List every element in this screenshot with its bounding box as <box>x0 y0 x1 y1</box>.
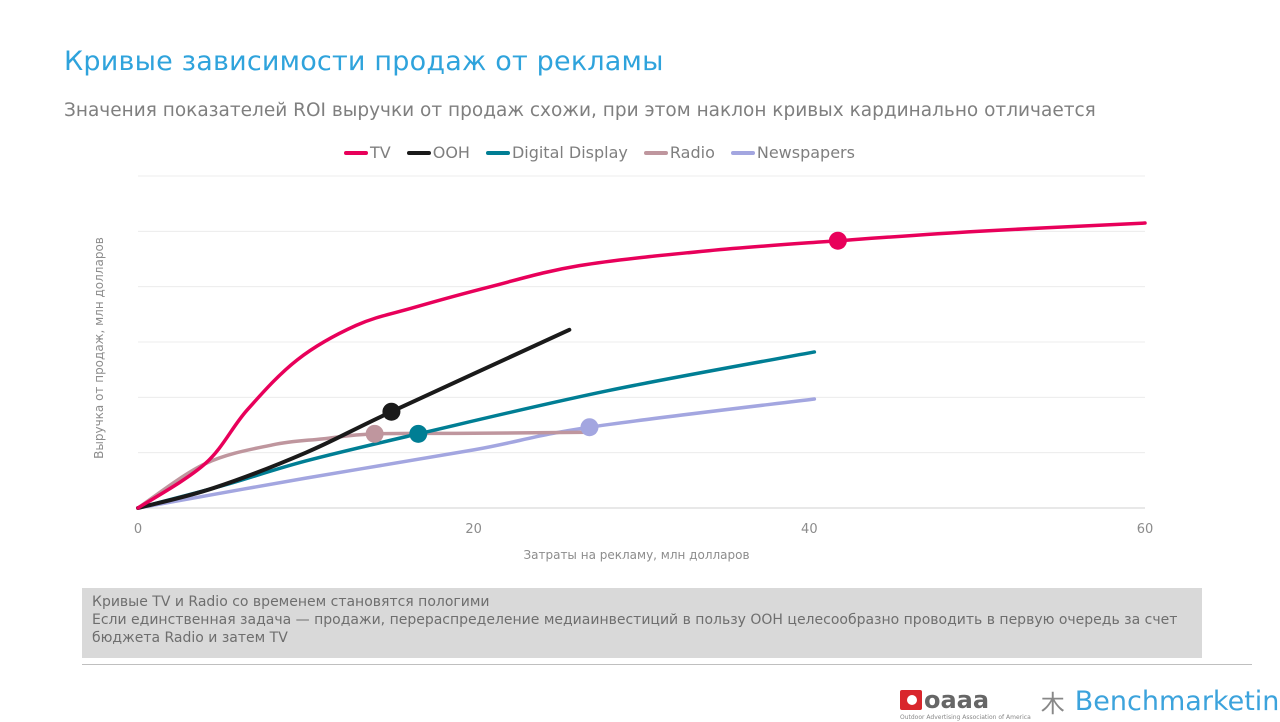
benchmarketing-mark-icon: ⽊ <box>1040 689 1065 718</box>
series-marker-newspapers <box>580 418 599 437</box>
oaaa-logo: oaaa <box>900 688 989 712</box>
legend-swatch <box>485 150 510 155</box>
legend-label: OOH <box>432 143 470 162</box>
legend-swatch <box>406 150 431 155</box>
legend-item-radio: Radio <box>643 143 715 162</box>
legend-swatch <box>643 150 668 155</box>
footer-divider <box>82 664 1252 665</box>
note-line-1: Кривые TV и Radio со временем становятся… <box>92 594 490 610</box>
benchmarketing-logo: Benchmarketing <box>1074 685 1280 717</box>
series-line-digital-display <box>136 350 817 510</box>
series-marker-ooh <box>382 402 401 421</box>
x-axis-label: Затраты на рекламу, млн долларов <box>523 548 749 562</box>
series-line-tv <box>136 221 1147 510</box>
legend-label: TV <box>370 143 391 162</box>
note-box: Кривые TV и Radio со временем становятся… <box>82 588 1202 658</box>
legend-item-tv: TV <box>344 143 391 162</box>
y-axis-label: Выручка от продаж, млн долларов <box>92 237 106 459</box>
legend-item-newspapers: Newspapers <box>730 143 855 162</box>
oaaa-tagline: Outdoor Advertising Association of Ameri… <box>900 714 1031 721</box>
legend-swatch <box>344 150 368 155</box>
legend-label: Radio <box>669 143 715 162</box>
series-marker-tv <box>828 231 847 250</box>
oaaa-logo-text: oaaa <box>924 686 990 714</box>
chart-legend: TV OOH Digital Display Radio Newspapers <box>344 143 855 162</box>
note-line-2: Если единственная задача — продажи, пере… <box>92 612 1178 646</box>
x-tick-label: 40 <box>801 522 818 537</box>
x-tick-label: 0 <box>134 522 142 537</box>
legend-swatch <box>730 150 755 155</box>
oaaa-logo-block: oaaa Outdoor Advertising Association of … <box>900 688 1031 722</box>
legend-item-digital-display: Digital Display <box>485 143 628 162</box>
x-tick-label: 20 <box>465 522 482 537</box>
series-marker-digital-display <box>409 424 428 443</box>
slide-subtitle: Значения показателей ROI выручки от прод… <box>64 100 1096 121</box>
slide-title: Кривые зависимости продаж от рекламы <box>64 46 664 77</box>
footer-logos: oaaa Outdoor Advertising Association of … <box>900 680 1280 722</box>
series-marker-radio <box>365 424 384 443</box>
chart-area: 0 20 40 60 Затраты на рекламу, млн долларов В… <box>92 175 1154 562</box>
legend-item-ooh: OOH <box>406 143 470 162</box>
series-line-ooh <box>136 327 572 510</box>
series-line-newspapers <box>136 397 817 510</box>
x-tick-label: 60 <box>1137 522 1154 537</box>
oaaa-logo-mark-icon <box>900 690 922 710</box>
legend-label: Newspapers <box>756 143 855 162</box>
legend-label: Digital Display <box>511 143 628 162</box>
